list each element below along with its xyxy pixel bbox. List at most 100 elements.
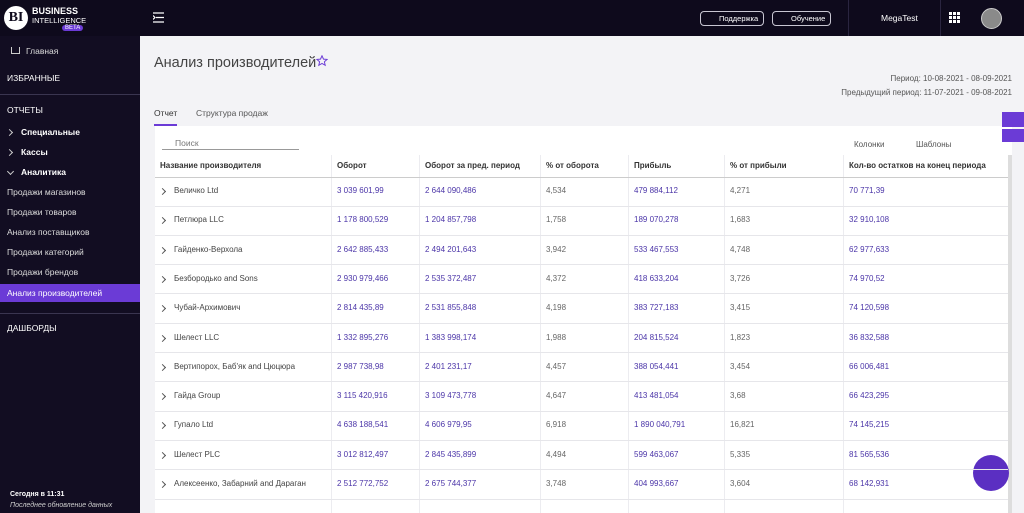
row-line [155,293,1008,295]
row-line [155,498,1008,500]
logo[interactable]: BI [4,6,28,30]
table-cell: 2 401 231,17 [425,361,472,371]
sidebar-item[interactable]: Продажи товаров [7,207,77,217]
table-cell: 3,726 [730,273,751,283]
table-cell: 3,748 [546,479,567,488]
sidebar-item[interactable]: Специальные [21,127,80,137]
table-cell: Величко Ltd [174,186,219,195]
column-divider [419,155,420,513]
menu-toggle[interactable] [153,12,165,23]
table-cell: 16,821 [730,420,755,430]
table-cell: 3 115 420,916 [337,391,388,401]
column-header[interactable]: % от прибыли [730,161,787,170]
account[interactable]: MegaTest [881,13,918,23]
sidebar-item[interactable]: ИЗБРАННЫЕ [7,73,61,83]
divider [0,94,140,95]
table-cell: 62 977,633 [849,244,890,254]
side-tab[interactable] [1002,129,1024,142]
header-line [155,177,1008,178]
brand: INTELLIGENCE [32,16,87,25]
table-cell: 1,988 [546,332,567,342]
column-divider [843,155,844,513]
scrollbar[interactable] [1008,155,1012,513]
table-cell: Вертипорох, Баб'як and Цюцюра [174,361,296,371]
sidebar-item[interactable]: Анализ производителей [0,284,140,302]
column-divider [331,155,332,513]
avatar[interactable] [981,8,1002,29]
row-line [155,234,1008,236]
table-cell: Чубай-Архимович [174,303,241,313]
table-cell: 66 006,481 [849,361,890,371]
table-cell: 1 383 998,174 [425,332,477,342]
column-header[interactable]: Оборот за пред. период [425,161,520,170]
row-line [155,205,1008,207]
table-cell: 3,68 [730,391,746,401]
sidebar-item[interactable]: Продажи категорий [7,247,84,257]
brand: BUSINESS [32,6,79,16]
table-cell: 3,415 [730,303,751,313]
badge: BETA [62,25,84,31]
sidebar-item[interactable]: Продажи магазинов [7,187,86,197]
row-line [155,322,1008,324]
table-cell: 204 815,524 [634,332,679,342]
table-cell: 388 054,441 [634,361,679,371]
footer-time: Сегодня в 11:31 [10,491,65,498]
templates-button[interactable]: Шаблоны [916,140,952,149]
training-button[interactable]: Обучение [772,11,832,26]
table-cell: 3 012 812,497 [337,449,389,459]
search-box[interactable] [162,136,299,150]
table-cell: Гупало Ltd [174,420,214,430]
sidebar: Главная ИЗБРАННЫЕ ОТЧЕТЫ Специальные Кассы Ан… [0,36,140,513]
sidebar-item[interactable]: Продажи брендов [7,267,79,277]
apps-icon[interactable] [949,12,960,23]
table-cell: 1,758 [546,215,567,225]
chat-button[interactable] [973,455,1009,491]
table-cell: 68 142,931 [849,479,890,488]
sidebar-item[interactable]: Главная [26,46,59,56]
table-cell: Алексеенко, Забарний and Дараган [174,479,306,488]
sidebar-item[interactable]: ДАШБОРДЫ [7,323,57,333]
table-cell: 4,647 [546,391,567,401]
table-cell: 2 814 435,89 [337,303,384,313]
column-header[interactable]: Название производителя [160,161,262,170]
table-cell: 383 727,183 [634,303,679,313]
table-cell: 4 638 188,541 [337,420,389,430]
column-divider [628,155,629,513]
column-header[interactable]: Прибыль [634,161,672,170]
table-cell: 2 531 855,848 [425,303,477,313]
table-cell: 1 178 800,529 [337,215,389,225]
tab[interactable]: Структура продаж [196,108,268,118]
column-header[interactable]: % от оборота [546,161,599,170]
table-cell: Гайденко-Верхола [174,244,243,254]
sidebar-item[interactable]: Кассы [21,147,48,157]
search-placeholder: Поиск [175,138,199,148]
table-cell: 1,683 [730,215,751,225]
columns-button[interactable]: Колонки [854,140,885,149]
table-cell: 32 910,108 [849,215,890,225]
table-panel [155,126,1012,513]
table-cell: 533 467,553 [634,244,679,254]
support-button[interactable]: Поддержка [700,11,765,26]
footer-note: Последнее обновление данных [10,502,113,509]
row-line [155,381,1008,383]
table-cell: 5,335 [730,449,751,459]
sidebar-item[interactable]: ОТЧЕТЫ [7,105,43,115]
tab-underline [154,124,177,126]
table-cell: 3,454 [730,361,751,371]
table-cell: 4,372 [546,273,567,283]
column-header[interactable]: Оборот [337,161,367,170]
page-title: Анализ производителей [154,55,317,71]
table-cell: 2 930 979,466 [337,273,389,283]
sidebar-item[interactable]: Аналитика [21,167,66,177]
table-cell: 6,918 [546,420,567,430]
table-cell: 3,942 [546,244,567,254]
column-header[interactable]: Кол-во остатков на конец периода [849,161,986,170]
table-cell: Гайда Group [174,391,221,401]
table-cell: Безбородько and Sons [174,273,258,283]
table-cell: 4 606 979,95 [425,420,472,430]
favorite-star[interactable] [316,55,328,67]
column-divider [724,155,725,513]
tab[interactable]: Отчет [154,108,178,118]
sidebar-item[interactable]: Анализ поставщиков [7,227,90,237]
side-tab[interactable] [1002,112,1024,127]
